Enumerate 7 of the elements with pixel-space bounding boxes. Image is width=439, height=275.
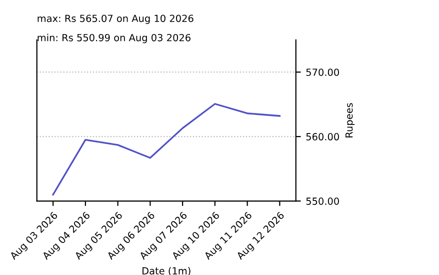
line-series [52, 103, 281, 196]
text: max: Rs 565.07 on Aug 10 2026 [38, 14, 194, 24]
y-tick-label: 570.00 [306, 68, 339, 76]
y-tick-label: 560.00 [306, 133, 339, 140]
y-tick-label: 550.00 [306, 198, 339, 205]
annotation: min: Rs 550.99 on Aug 03 2026 [38, 34, 190, 44]
y-axis-title: Rupees [345, 103, 355, 138]
